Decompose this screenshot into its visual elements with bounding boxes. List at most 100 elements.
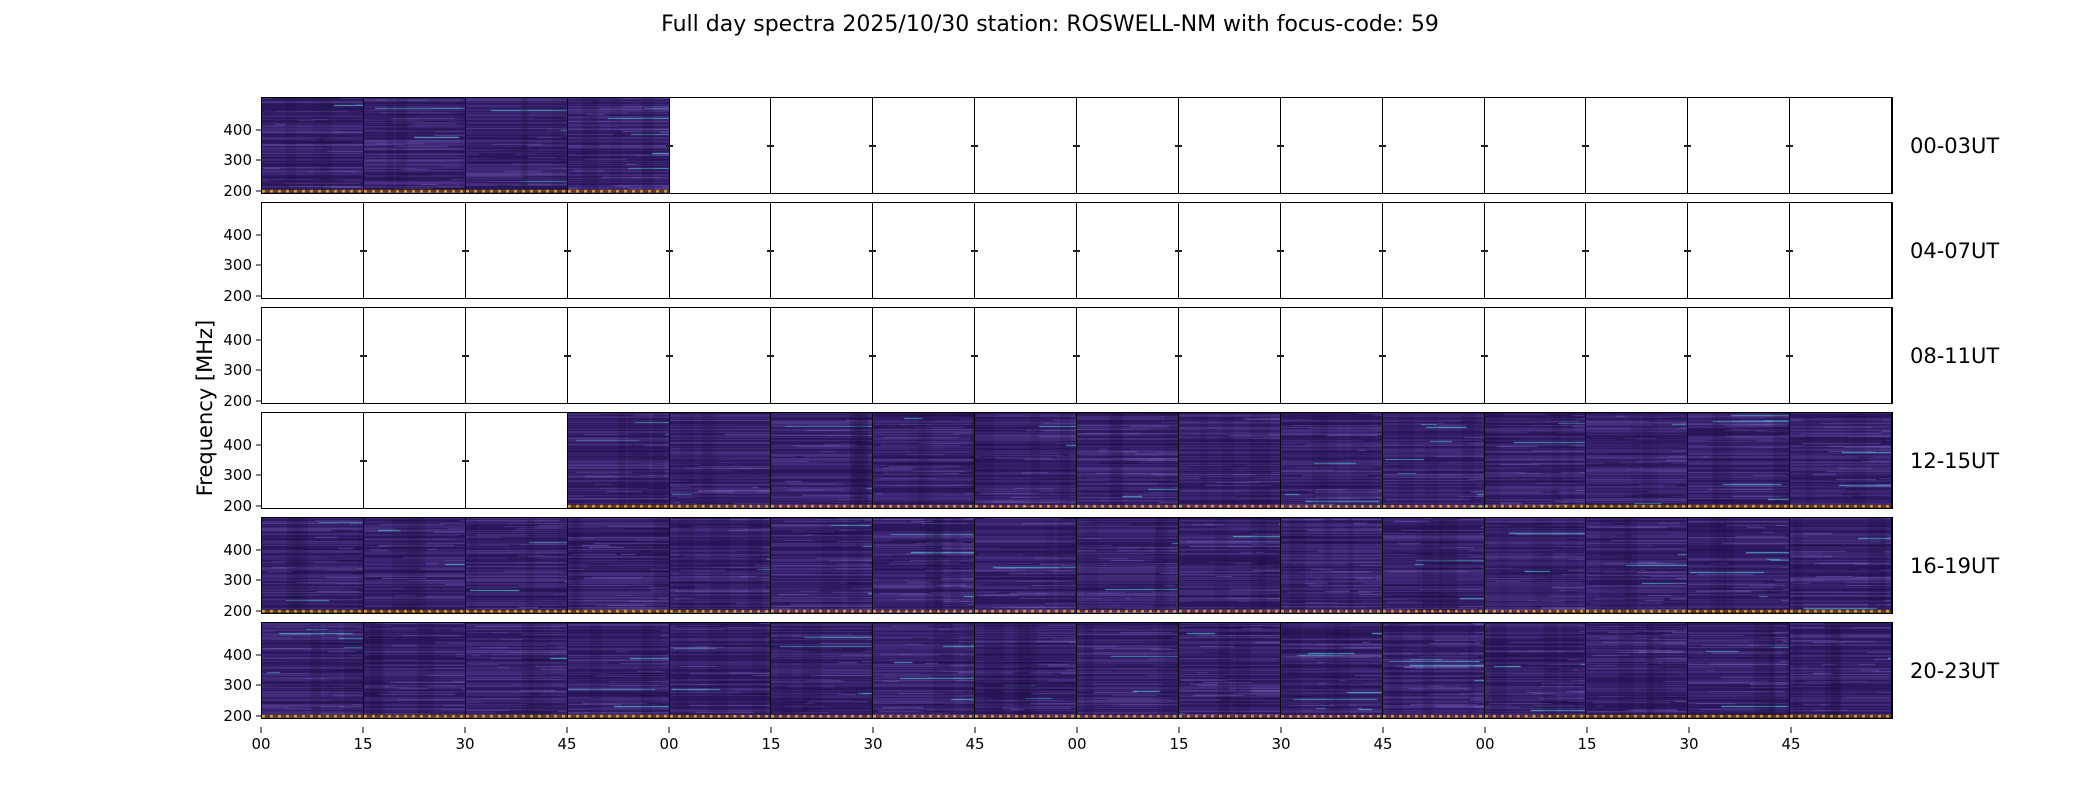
spectrogram-cell-empty (1480, 203, 1587, 298)
spectrogram-cell-empty (1378, 308, 1485, 403)
minor-tick-300mhz (1174, 249, 1182, 252)
spectrogram-canvas (1688, 413, 1790, 508)
spectrogram-cell-data (1280, 623, 1383, 718)
spectrogram-cell-data (465, 623, 568, 718)
ytick-label: 300 (223, 151, 252, 170)
spectrogram-row-00-03ut: 400 300 200 00-03UT (223, 97, 1999, 200)
spectrogram-cell-empty (1174, 203, 1281, 298)
spectrogram-cell-empty (461, 413, 568, 508)
spectrogram-cell-empty (359, 413, 466, 508)
ytick-mark (256, 505, 262, 507)
spectrogram-cell-data (669, 413, 772, 508)
spectrogram-canvas (1790, 413, 1891, 508)
ytick-label: 300 (223, 676, 252, 695)
spectrogram-cell-empty (869, 203, 976, 298)
spectrogram-cell-data (771, 623, 874, 718)
spectrogram-cell-data (262, 623, 364, 718)
xtick-mark (464, 727, 466, 733)
xtick-label: 45 (965, 735, 985, 753)
ytick-label: 200 (223, 602, 252, 621)
spectrogram-cell-empty (1073, 308, 1179, 403)
minor-tick-300mhz (1174, 144, 1182, 147)
minor-tick-300mhz (869, 354, 877, 357)
row-time-label: 08-11UT (1910, 343, 2000, 368)
ytick-mark (256, 234, 262, 236)
spectrogram-cell-empty (359, 203, 466, 298)
spectrogram-cell-empty (971, 203, 1077, 298)
ytick-label: 400 (223, 331, 252, 350)
ytick-label: 300 (223, 571, 252, 590)
xtick-mark (260, 727, 262, 733)
spectrogram-canvas (975, 623, 1076, 718)
spectrogram-cell-empty (563, 308, 670, 403)
minor-tick-300mhz (1786, 144, 1794, 147)
spectrogram-cell-empty (1582, 203, 1689, 298)
ytick-label: 400 (223, 436, 252, 455)
row-time-label: 12-15UT (1910, 448, 2000, 473)
minor-tick-300mhz (1073, 354, 1080, 357)
spectrogram-cell-empty (1276, 203, 1383, 298)
spectrogram-canvas (363, 623, 465, 718)
spectrogram-cell-empty (767, 203, 874, 298)
spectrogram-row-16-19ut: 400 300 200 16-19UT (223, 517, 1999, 620)
spectrogram-cell-empty (1480, 308, 1587, 403)
minor-tick-300mhz (1480, 144, 1488, 147)
xtick-label: 30 (1679, 735, 1699, 753)
ytick-mark (256, 264, 262, 266)
x-axis: 00 15 30 45 00 15 30 45 00 15 30 45 00 15 30 45 (251, 727, 1893, 755)
spectrogram-canvas (363, 98, 465, 193)
ytick-label: 300 (223, 466, 252, 485)
spectrogram-canvas (975, 518, 1076, 613)
spectrogram-cell-empty (1378, 203, 1485, 298)
spectrogram-canvas (975, 413, 1076, 508)
spectrogram-cell-data (363, 623, 466, 718)
spectrogram-canvas (1178, 623, 1280, 718)
spectrogram-cell-data (975, 413, 1077, 508)
minor-tick-300mhz (1378, 144, 1386, 147)
spectrogram-canvas (1688, 518, 1790, 613)
spectrogram-cell-data (1280, 413, 1383, 508)
xtick-mark (1790, 727, 1792, 733)
spectrogram-cell-data (1484, 518, 1587, 613)
spectrogram-canvas (1790, 623, 1891, 718)
minor-tick-300mhz (461, 249, 469, 252)
spectrogram-cell-data (1484, 623, 1587, 718)
spectrogram-canvas (1280, 518, 1382, 613)
ytick-mark (256, 129, 262, 131)
spectrogram-cell-data (567, 98, 670, 193)
row-time-label: 16-19UT (1910, 553, 2000, 578)
spectrogram-canvas (1688, 623, 1790, 718)
spectrogram-cell-empty (1684, 308, 1791, 403)
spectrogram-canvas (1586, 518, 1688, 613)
ytick-label: 300 (223, 361, 252, 380)
ytick-label: 300 (223, 256, 252, 275)
ytick-mark (256, 579, 262, 581)
row-time-label: 20-23UT (1910, 658, 2000, 683)
spectrogram-cell-empty (1582, 98, 1689, 193)
minor-tick-300mhz (1480, 354, 1488, 357)
spectrogram-cell-data (975, 518, 1077, 613)
spectrogram-cell-data (1077, 623, 1179, 718)
spectrogram-cell-empty (869, 308, 976, 403)
spectrogram-cell-data (1688, 518, 1791, 613)
spectrogram-cell-data (873, 623, 976, 718)
minor-tick-300mhz (1786, 249, 1794, 252)
minor-tick-300mhz (1582, 144, 1590, 147)
spectrogram-cell-data (771, 518, 874, 613)
minor-tick-300mhz (971, 249, 979, 252)
spectrogram-canvas (1178, 518, 1280, 613)
xtick-mark (1586, 727, 1588, 733)
ytick-mark (256, 400, 262, 402)
spectrogram-canvas (669, 623, 771, 718)
spectrogram-canvas (1077, 623, 1178, 718)
chart-title: Full day spectra 2025/10/30 station: ROS… (661, 12, 1439, 37)
spectrogram-canvas (873, 413, 975, 508)
spectrogram-cell-empty (1684, 203, 1791, 298)
minor-tick-300mhz (1582, 354, 1590, 357)
spectrogram-canvas (1280, 413, 1382, 508)
spectrogram-canvas (567, 518, 669, 613)
spectrogram-cell-data (1077, 518, 1179, 613)
minor-tick-300mhz (1480, 249, 1488, 252)
row-time-label: 04-07UT (1910, 238, 2000, 263)
